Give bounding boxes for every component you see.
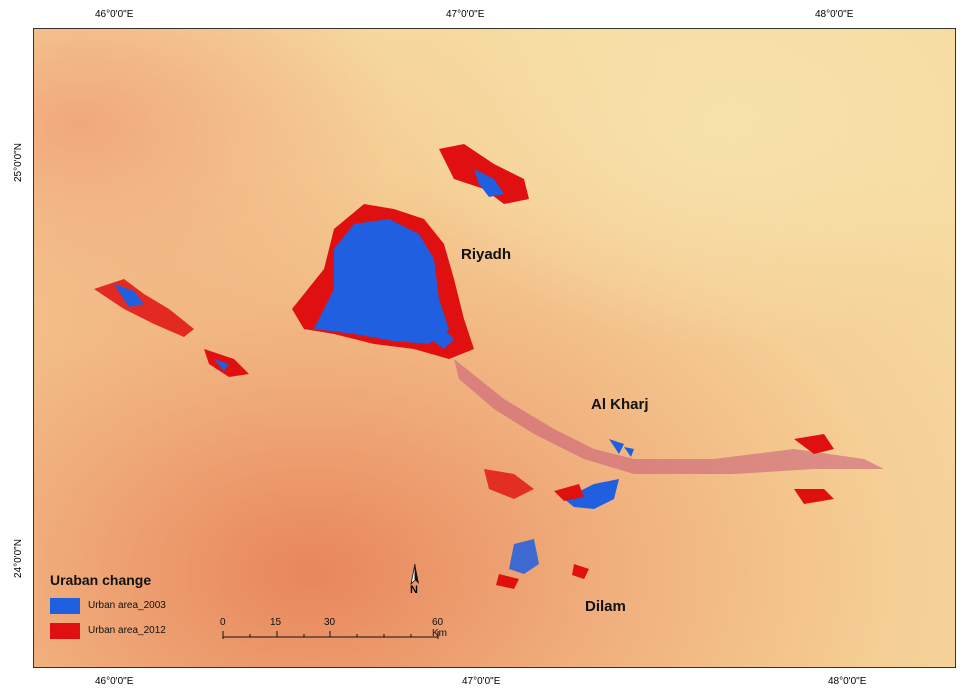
place-label-dilam: Dilam — [585, 598, 626, 615]
top-lon-label-46: 46°0'0"E — [95, 9, 134, 20]
scale-tick-15: 15 — [270, 617, 282, 628]
place-label-al-kharj: Al Kharj — [591, 396, 649, 413]
terrain-shade-east — [34, 29, 955, 667]
legend-item-2003: Urban area_2003 — [50, 596, 166, 615]
north-arrow-icon: N — [405, 562, 425, 602]
bottom-lon-label-48: 48°0'0"E — [828, 676, 867, 687]
bottom-lon-label-46: 46°0'0"E — [95, 676, 134, 687]
bottom-lon-label-47: 47°0'0"E — [462, 676, 501, 687]
top-lon-label-48: 48°0'0"E — [815, 9, 854, 20]
legend-item-2012: Urban area_2012 — [50, 621, 166, 640]
scale-tick-30: 30 — [324, 617, 336, 628]
legend-label-2012: Urban area_2012 — [88, 625, 166, 636]
legend-label-2003: Urban area_2003 — [88, 600, 166, 611]
riyadh-urban-area — [292, 144, 529, 359]
map-frame — [33, 28, 956, 668]
legend-swatch-2012 — [50, 622, 80, 639]
top-lon-label-47: 47°0'0"E — [446, 9, 485, 20]
legend: Uraban change Urban area_2003 Urban area… — [50, 572, 166, 646]
legend-swatch-2003 — [50, 597, 80, 614]
corridor-urban — [454, 359, 884, 589]
scale-bar: 0 15 30 60 Km — [218, 617, 448, 647]
map-canvas — [34, 29, 955, 667]
left-lat-label-24: 24°0'0"N — [13, 539, 24, 578]
legend-title: Uraban change — [50, 572, 152, 588]
left-lat-label-25: 25°0'0"N — [13, 143, 24, 182]
place-label-riyadh: Riyadh — [461, 246, 512, 263]
scale-tick-0: 0 — [220, 617, 226, 628]
western-urban-arm — [94, 279, 249, 377]
north-label: N — [410, 584, 418, 596]
scale-tick-60: 60 Km — [432, 617, 447, 639]
scale-bar-line — [222, 631, 439, 639]
